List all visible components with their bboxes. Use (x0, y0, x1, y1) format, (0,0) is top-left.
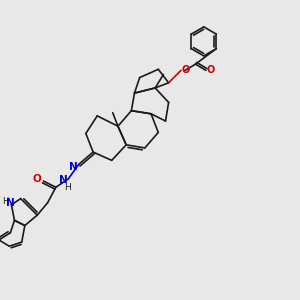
Text: O: O (33, 174, 42, 184)
Text: H: H (64, 183, 70, 192)
Text: N: N (69, 162, 78, 172)
Text: N: N (59, 175, 68, 185)
Text: N: N (6, 198, 15, 208)
Text: O: O (207, 65, 215, 75)
Text: H: H (2, 197, 8, 206)
Text: O: O (181, 65, 189, 75)
